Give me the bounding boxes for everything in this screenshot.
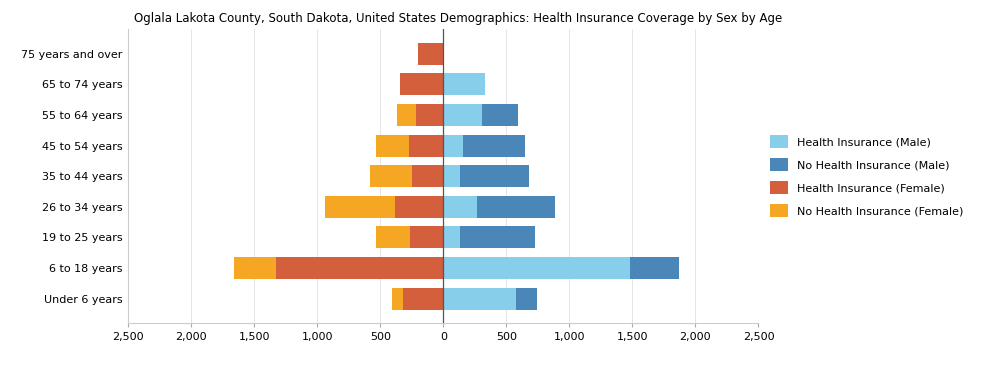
- Bar: [483, 104, 518, 126]
- Text: Oglala Lakota County, South Dakota, United States Demographics: Health Insurance: Oglala Lakota County, South Dakota, Unit…: [134, 12, 783, 25]
- Bar: [376, 135, 409, 157]
- Bar: [516, 288, 537, 310]
- Bar: [409, 135, 443, 157]
- Bar: [443, 288, 516, 310]
- Bar: [478, 196, 556, 218]
- Bar: [412, 165, 443, 187]
- Bar: [418, 43, 443, 65]
- Bar: [276, 257, 443, 279]
- Legend: Health Insurance (Male), No Health Insurance (Male), Health Insurance (Female), : Health Insurance (Male), No Health Insur…: [770, 135, 963, 217]
- Bar: [392, 288, 403, 310]
- Bar: [443, 73, 485, 95]
- Bar: [443, 196, 478, 218]
- Bar: [443, 257, 629, 279]
- Bar: [629, 257, 679, 279]
- Bar: [416, 104, 443, 126]
- Bar: [234, 257, 276, 279]
- Bar: [463, 135, 525, 157]
- Bar: [443, 104, 483, 126]
- Bar: [376, 226, 411, 248]
- Bar: [443, 135, 463, 157]
- Bar: [443, 165, 460, 187]
- Bar: [400, 73, 443, 95]
- Bar: [443, 226, 460, 248]
- Bar: [370, 165, 412, 187]
- Bar: [403, 288, 443, 310]
- Bar: [460, 226, 535, 248]
- Bar: [411, 226, 443, 248]
- Bar: [325, 196, 395, 218]
- Bar: [397, 104, 416, 126]
- Bar: [395, 196, 443, 218]
- Bar: [460, 165, 529, 187]
